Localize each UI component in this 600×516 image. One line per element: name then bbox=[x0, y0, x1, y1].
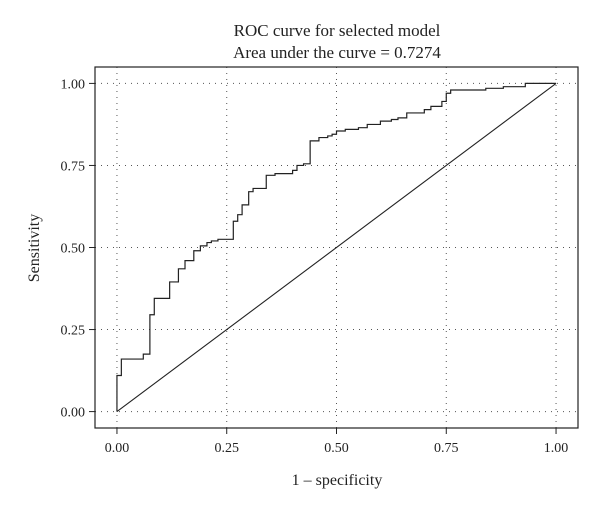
y-tick-label: 1.00 bbox=[61, 77, 86, 92]
chart-title: ROC curve for selected model bbox=[234, 21, 441, 40]
diagonal-reference-line bbox=[116, 82, 557, 413]
y-tick-label: 0.75 bbox=[61, 159, 86, 174]
x-tick-label: 1.00 bbox=[544, 441, 569, 456]
y-axis-label: Sensitivity bbox=[26, 214, 43, 282]
x-tick-label: 0.75 bbox=[434, 441, 459, 456]
x-axis-label: 1 – specificity bbox=[292, 472, 383, 489]
chart-subtitle: Area under the curve = 0.7274 bbox=[233, 43, 441, 62]
x-tick-label: 0.50 bbox=[324, 441, 349, 456]
x-tick-label: 0.25 bbox=[214, 441, 239, 456]
y-tick-label: 0.25 bbox=[61, 324, 86, 339]
x-tick-label: 0.00 bbox=[105, 441, 130, 456]
y-tick-label: 0.50 bbox=[61, 242, 86, 257]
roc-curve bbox=[116, 82, 557, 412]
grid-lines bbox=[95, 67, 578, 428]
axis-ticks: 0.00 0.25 0.50 0.75 1.00 0.00 0.25 0.50 0.75 1.00 bbox=[61, 77, 569, 456]
y-tick-label: 0.00 bbox=[61, 406, 86, 421]
